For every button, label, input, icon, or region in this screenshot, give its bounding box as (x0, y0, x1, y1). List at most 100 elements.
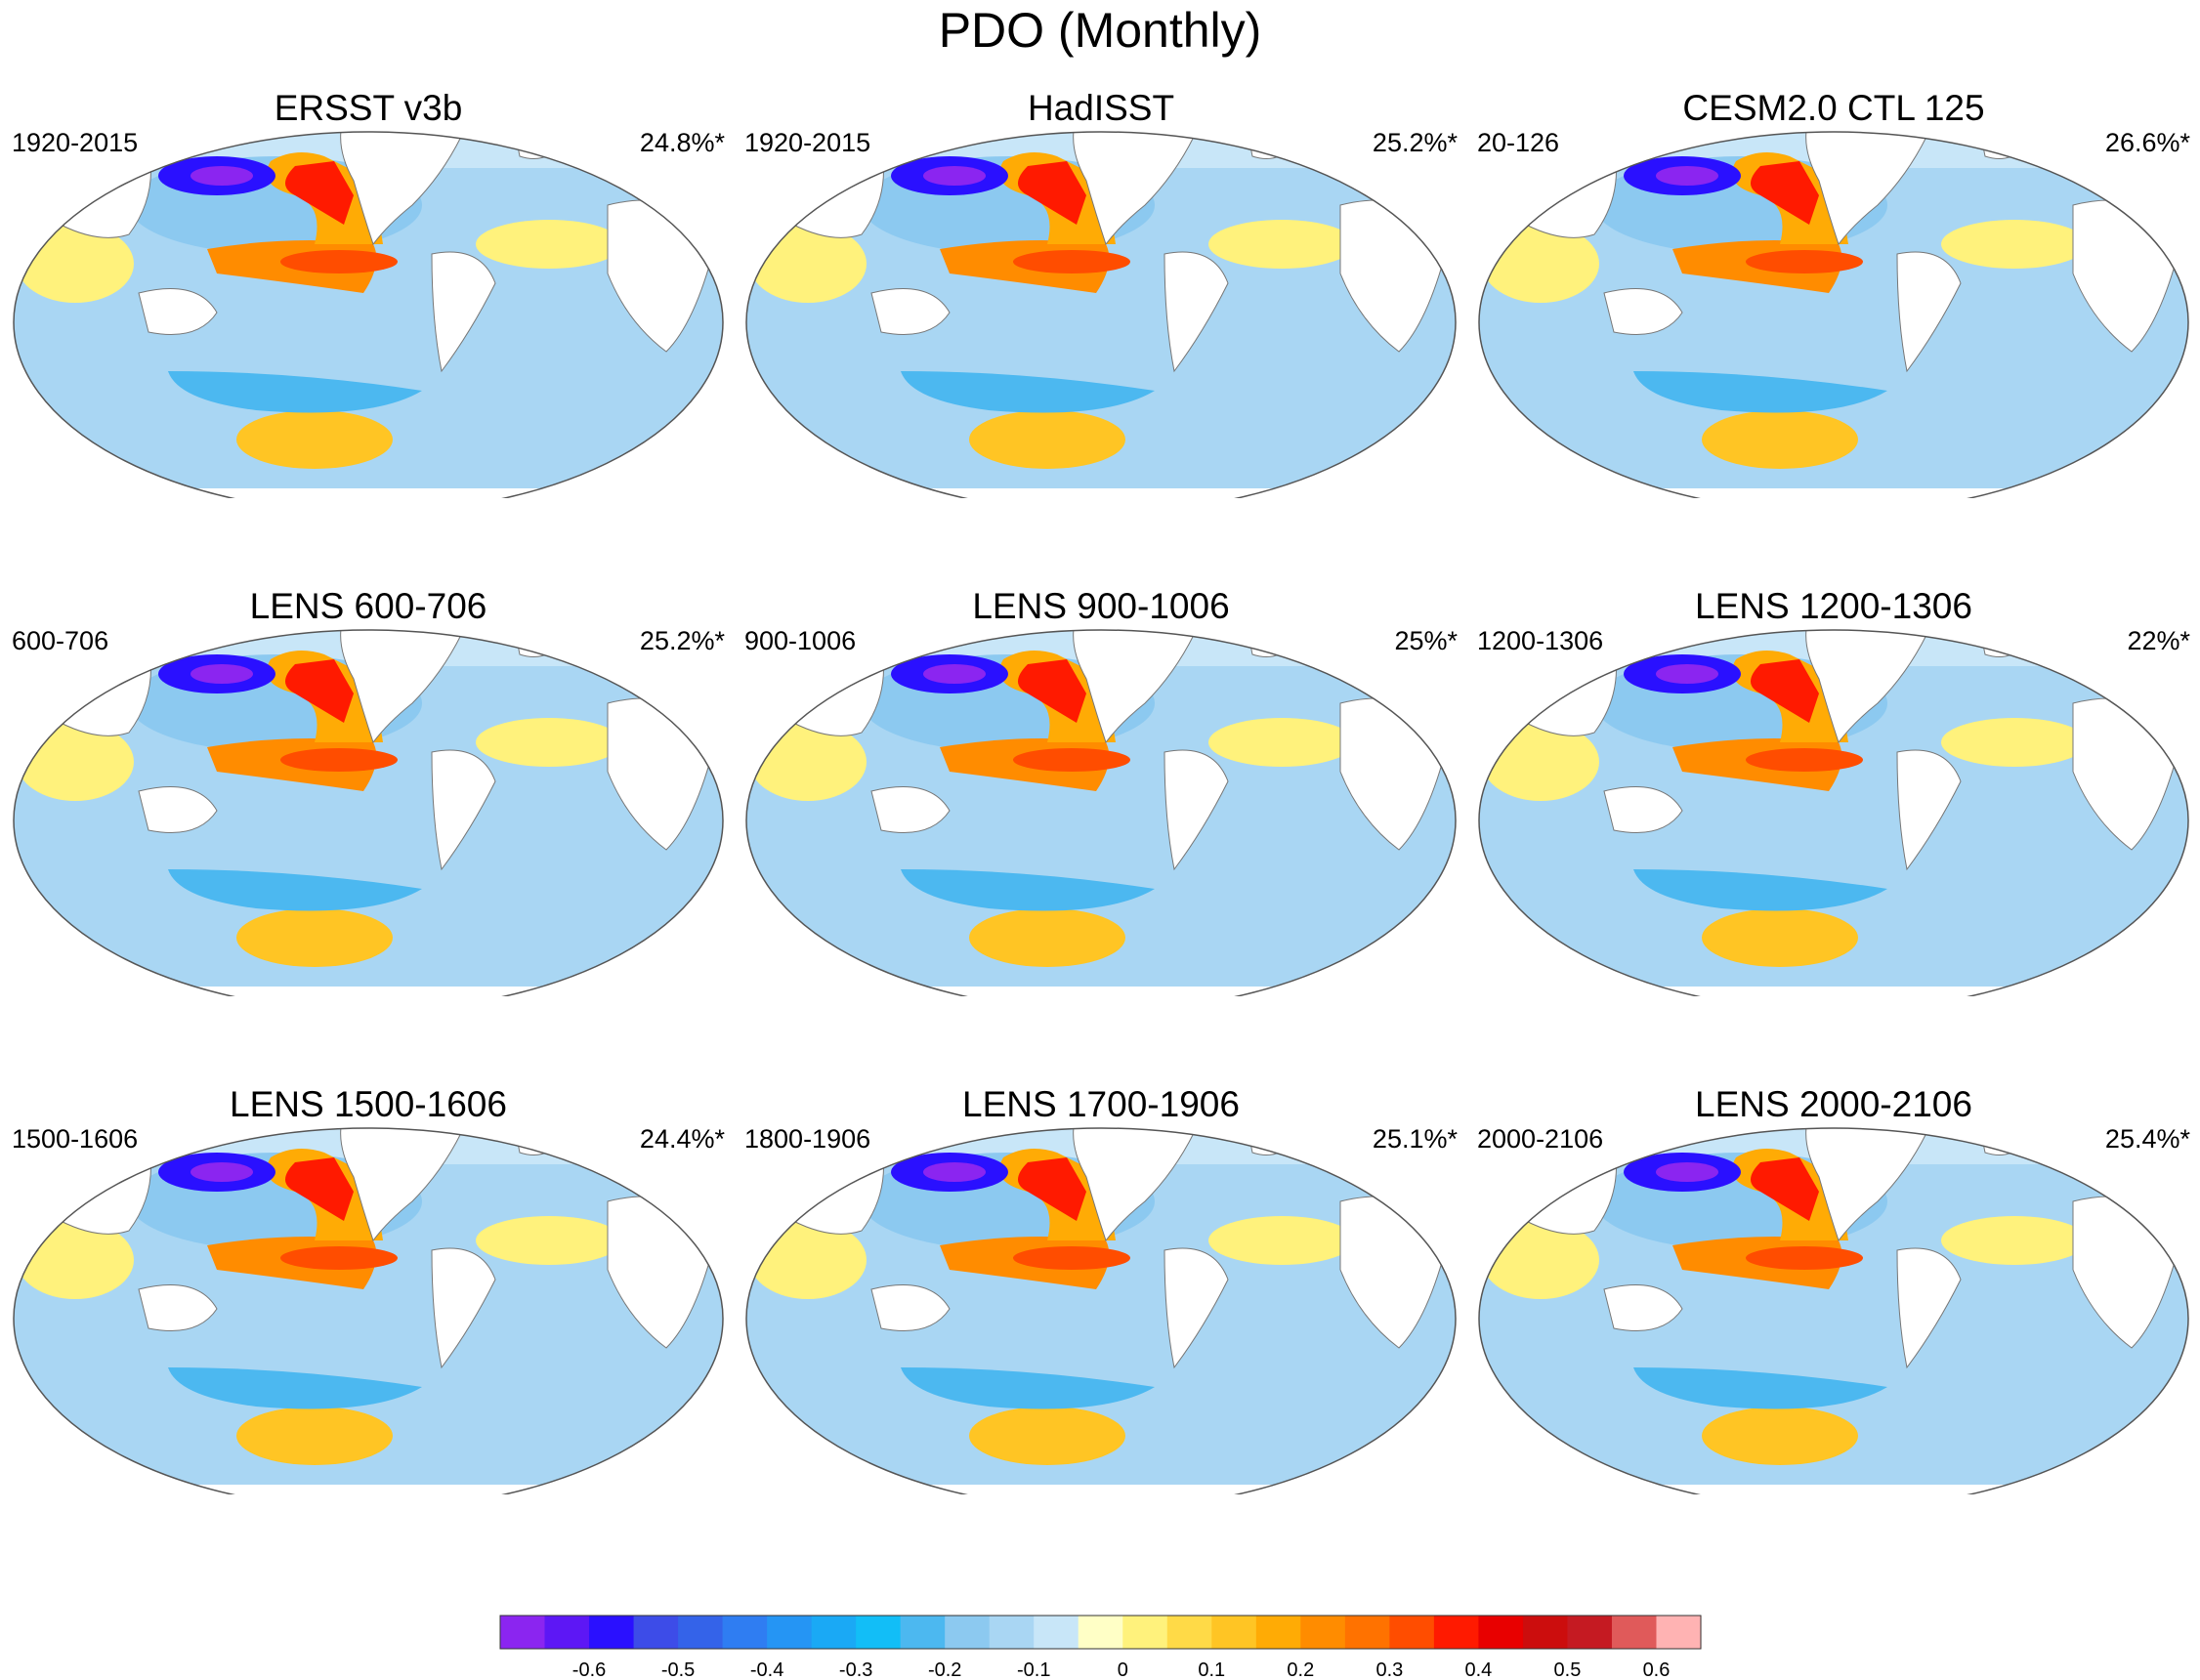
kuroshio-cool-peak (923, 664, 986, 684)
indian-ocean-warm (17, 1221, 134, 1299)
colorbar-swatch (1034, 1616, 1079, 1649)
alaska-coast-warm-core (285, 161, 354, 225)
colorbar-swatch (1567, 1616, 1613, 1649)
indian-ocean-warm (749, 723, 867, 801)
sst-regression-map (13, 629, 724, 996)
colorbar-tick-label: -0.2 (928, 1659, 961, 1680)
panel-variance-percent: 25.4%* (2104, 1124, 2190, 1154)
south-pacific-warm (236, 410, 393, 469)
australia-land (870, 1284, 951, 1331)
nino-warm-core (1013, 250, 1130, 273)
antarctica-land (1479, 488, 2188, 498)
panel-title: LENS 2000-2106 (1695, 1084, 1972, 1124)
panel-title: HadISST (1027, 88, 1175, 128)
map-panel: HadISST 1920-2015 25.2%* (735, 0, 1467, 498)
nino-warm-core (280, 1246, 398, 1270)
map-panel: LENS 600-706 600-706 25.2%* (2, 498, 735, 996)
north-america-land (340, 132, 462, 246)
australia-land (138, 786, 218, 833)
north-america-land (340, 630, 462, 744)
map-outline (745, 131, 1457, 498)
colorbar-tick-label: 0.5 (1554, 1659, 1582, 1680)
colorbar-swatch (1656, 1616, 1702, 1649)
south-pacific-cool-band (168, 1367, 422, 1409)
south-america-land (1163, 749, 1229, 871)
panel-period: 1800-1906 (744, 1124, 871, 1154)
atlantic-warm (1941, 718, 2088, 767)
panel-title: LENS 1700-1906 (962, 1084, 1240, 1124)
australia-land (1603, 288, 1683, 335)
australia-land (870, 786, 951, 833)
panel-period: 600-706 (12, 626, 109, 655)
nino-warm-core (1013, 748, 1130, 772)
panel-period: 20-126 (1477, 128, 1560, 157)
south-pacific-cool-band (901, 869, 1155, 911)
atlantic-warm (476, 220, 622, 269)
nino-warm-core (1746, 250, 1863, 273)
south-america-land (431, 749, 496, 871)
map-outline (1478, 131, 2189, 498)
alaska-coast-warm-core (1018, 659, 1086, 723)
sst-regression-map (745, 629, 1457, 996)
north-america-land (1805, 630, 1927, 744)
sst-regression-map (13, 131, 724, 498)
south-america-land (1163, 251, 1229, 373)
sst-regression-map (745, 1127, 1457, 1494)
colorbar-swatch (1122, 1616, 1168, 1649)
australia-land (1603, 786, 1683, 833)
atlantic-warm (1941, 1216, 2088, 1265)
australia-land (1603, 1284, 1683, 1331)
kuroshio-cool-peak (190, 1162, 253, 1182)
atlantic-warm (1208, 718, 1355, 767)
south-america-land (1163, 1247, 1229, 1369)
colorbar-tick-label: 0.2 (1287, 1659, 1314, 1680)
colorbar-swatch (589, 1616, 635, 1649)
panel-title: LENS 900-1006 (972, 586, 1230, 626)
indian-ocean-warm (17, 225, 134, 303)
antarctica-land (746, 1485, 1456, 1494)
north-america-land (1805, 132, 1927, 246)
sst-regression-map (13, 1127, 724, 1494)
nino-warm-core (280, 748, 398, 772)
panel-period: 1920-2015 (12, 128, 139, 157)
map-outline (745, 629, 1457, 996)
map-outline (13, 1127, 724, 1494)
panel-title: LENS 1500-1606 (230, 1084, 507, 1124)
indian-ocean-warm (1482, 723, 1599, 801)
panel-variance-percent: 24.8%* (639, 128, 725, 157)
map-panel: LENS 1700-1906 1800-1906 25.1%* (735, 996, 1467, 1494)
panel-variance-percent: 22%* (2127, 626, 2190, 655)
north-america-land (1073, 1128, 1195, 1242)
atlantic-warm (1208, 220, 1355, 269)
antarctica-land (746, 987, 1456, 996)
alaska-coast-warm-core (1751, 659, 1819, 723)
atlantic-warm (476, 1216, 622, 1265)
colorbar-swatch (1300, 1616, 1346, 1649)
map-panel: ERSST v3b 1920-2015 24.8%* (2, 0, 735, 498)
south-pacific-warm (236, 908, 393, 967)
indian-ocean-warm (17, 723, 134, 801)
panel-period: 1200-1306 (1477, 626, 1604, 655)
south-pacific-cool-band (1633, 869, 1887, 911)
kuroshio-cool-peak (1656, 1162, 1718, 1182)
colorbar-swatch (900, 1616, 946, 1649)
australia-land (870, 288, 951, 335)
alaska-coast-warm-core (1751, 1157, 1819, 1221)
antarctica-land (14, 488, 723, 498)
sst-regression-map (1478, 131, 2189, 498)
colorbar-swatch (811, 1616, 857, 1649)
south-pacific-cool-band (1633, 1367, 1887, 1409)
colorbar-swatch (1389, 1616, 1435, 1649)
nino-warm-core (1746, 748, 1863, 772)
colorbar-swatch (1611, 1616, 1658, 1649)
antarctica-land (746, 488, 1456, 498)
colorbar-tick-label: 0.4 (1465, 1659, 1493, 1680)
colorbar-tick-label: -0.4 (750, 1659, 783, 1680)
nino-warm-core (1013, 1246, 1130, 1270)
colorbar-swatch (500, 1616, 546, 1649)
indian-ocean-warm (1482, 1221, 1599, 1299)
map-outline (1478, 629, 2189, 996)
map-panel: LENS 900-1006 900-1006 25%* (735, 498, 1467, 996)
south-america-land (1896, 1247, 1962, 1369)
